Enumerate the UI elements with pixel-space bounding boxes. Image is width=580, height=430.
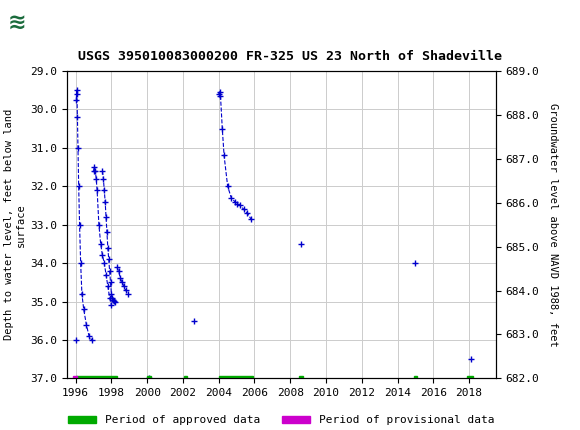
Text: USGS: USGS	[57, 12, 125, 33]
Bar	[299, 377, 303, 380]
Bar	[75, 377, 117, 380]
Bar	[147, 377, 151, 380]
Bar	[467, 377, 473, 380]
Bar	[73, 377, 77, 380]
Bar	[184, 377, 187, 380]
Bar	[414, 377, 417, 380]
Y-axis label: Depth to water level, feet below land
surface: Depth to water level, feet below land su…	[4, 109, 26, 340]
Legend: Period of approved data, Period of provisional data: Period of approved data, Period of provi…	[64, 411, 499, 430]
Text: ≋: ≋	[8, 12, 26, 33]
Y-axis label: Groundwater level above NAVD 1988, feet: Groundwater level above NAVD 1988, feet	[548, 103, 558, 347]
Bar	[5, 3, 48, 42]
Bar	[219, 377, 253, 380]
Text: USGS 395010083000200 FR-325 US 23 North of Shadeville: USGS 395010083000200 FR-325 US 23 North …	[78, 50, 502, 63]
